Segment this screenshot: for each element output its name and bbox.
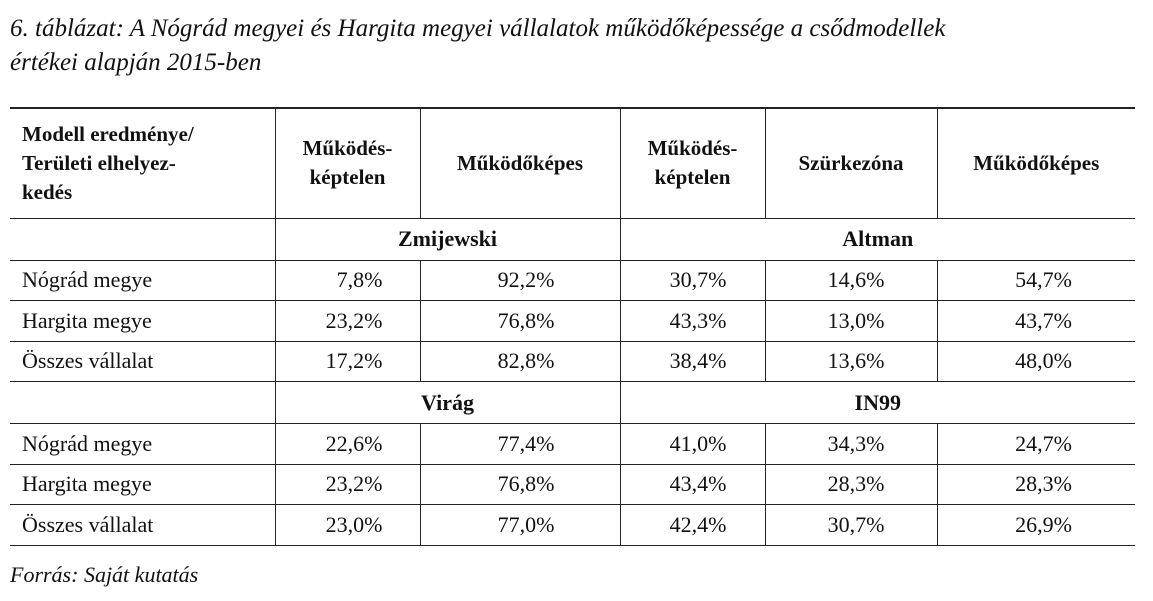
model-name: Virág: [274, 381, 621, 424]
value-cell: 7,8%: [274, 259, 421, 301]
value-cell: 24,7%: [936, 423, 1135, 465]
value-cell: 43,4%: [619, 463, 766, 505]
row-label: Nógrád megye: [10, 259, 276, 301]
data-row: Összes vállalat 23,0% 77,0% 42,4% 30,7% 26,9%: [10, 504, 1135, 546]
value-cell: 92,2%: [419, 259, 621, 301]
model-name: IN99: [619, 381, 1135, 424]
caption: 6. táblázat: A Nógrád megyei és Hargita …: [10, 15, 946, 76]
table-header: Modell eredménye/ Területi elhelyez- ked…: [10, 107, 1135, 219]
value-cell: 28,3%: [764, 463, 938, 505]
value-cell: 77,0%: [419, 504, 621, 546]
value-cell: 17,2%: [274, 340, 421, 382]
column-header: Szürkezóna: [764, 107, 938, 219]
value-cell: 23,2%: [274, 463, 421, 505]
value-cell: 30,7%: [764, 504, 938, 546]
column-header: Modell eredménye/ Területi elhelyez- ked…: [10, 107, 276, 219]
value-cell: 76,8%: [419, 463, 621, 505]
source-note: Forrás: Saját kutatás: [10, 562, 199, 587]
value-cell: 34,3%: [764, 423, 938, 465]
value-cell: 42,4%: [619, 504, 766, 546]
row-label: Hargita megye: [10, 463, 276, 505]
section-row: Zmijewski Altman: [10, 217, 1135, 261]
data-row: Hargita megye 23,2% 76,8% 43,3% 13,0% 43,7%: [10, 300, 1135, 342]
row-label: Hargita megye: [10, 300, 276, 342]
results-table: Modell eredménye/ Területi elhelyez- ked…: [10, 107, 1135, 546]
model-name: Zmijewski: [274, 217, 621, 261]
value-cell: 14,6%: [764, 259, 938, 301]
value-cell: 43,7%: [936, 300, 1135, 342]
row-label: Összes vállalat: [10, 504, 276, 546]
model-name: Altman: [619, 217, 1135, 261]
empty-cell: [10, 217, 276, 261]
table-body: Zmijewski Altman Nógrád megye 7,8% 92,2% 30,7…: [10, 217, 1135, 546]
value-cell: 23,0%: [274, 504, 421, 546]
value-cell: 13,0%: [764, 300, 938, 342]
value-cell: 76,8%: [419, 300, 621, 342]
empty-cell: [10, 381, 276, 424]
value-cell: 54,7%: [936, 259, 1135, 301]
row-label: Összes vállalat: [10, 340, 276, 382]
value-cell: 22,6%: [274, 423, 421, 465]
data-row: Hargita megye 23,2% 76,8% 43,4% 28,3% 28,3%: [10, 463, 1135, 505]
column-header: Működőképes: [419, 107, 621, 219]
value-cell: 13,6%: [764, 340, 938, 382]
header-row: Modell eredménye/ Területi elhelyez- ked…: [10, 107, 1135, 219]
value-cell: 30,7%: [619, 259, 766, 301]
value-cell: 43,3%: [619, 300, 766, 342]
column-header: Működés- képtelen: [619, 107, 766, 219]
data-row: Nógrád megye 7,8% 92,2% 30,7% 14,6% 54,7%: [10, 259, 1135, 301]
value-cell: 38,4%: [619, 340, 766, 382]
data-row: Nógrád megye 22,6% 77,4% 41,0% 34,3% 24,7%: [10, 423, 1135, 465]
data-row: Összes vállalat 17,2% 82,8% 38,4% 13,6% 48,0%: [10, 340, 1135, 382]
value-cell: 23,2%: [274, 300, 421, 342]
value-cell: 77,4%: [419, 423, 621, 465]
row-label: Nógrád megye: [10, 423, 276, 465]
column-header: Működőképes: [936, 107, 1135, 219]
value-cell: 26,9%: [936, 504, 1135, 546]
column-header: Működés- képtelen: [274, 107, 421, 219]
value-cell: 28,3%: [936, 463, 1135, 505]
value-cell: 48,0%: [936, 340, 1135, 382]
section-row: Virág IN99: [10, 381, 1135, 424]
value-cell: 82,8%: [419, 340, 621, 382]
value-cell: 41,0%: [619, 423, 766, 465]
